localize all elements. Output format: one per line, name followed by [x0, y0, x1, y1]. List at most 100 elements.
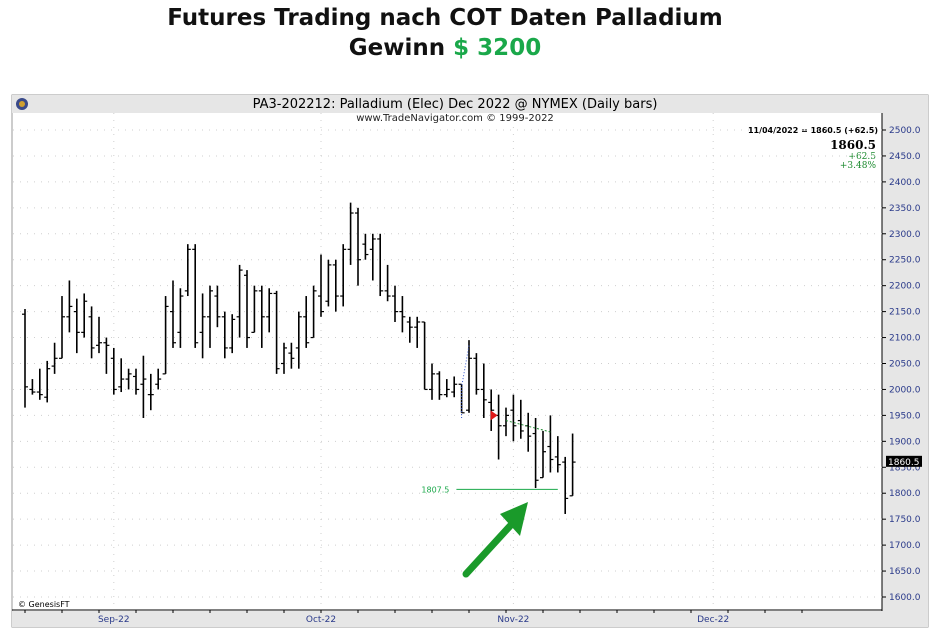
ohlc-bar — [221, 311, 228, 359]
ohlc-bar — [44, 360, 51, 403]
chart-title: PA3-202212: Palladium (Elec) Dec 2022 @ … — [253, 97, 658, 112]
y-tick-label: 1600.0 — [889, 593, 921, 603]
chart-frame — [11, 94, 929, 628]
y-tick-label: 2450.0 — [889, 152, 921, 162]
current-price-box — [886, 455, 922, 467]
price-change-pct: +3.48% — [840, 161, 877, 171]
y-tick-label: 2000.0 — [889, 385, 921, 395]
watermark: © GenesisFT — [18, 600, 70, 609]
ohlc-bar — [318, 254, 324, 317]
ohlc-bar — [421, 321, 428, 391]
x-tick-label: Oct-22 — [306, 615, 336, 625]
ohlc-bar — [466, 340, 472, 413]
ohlc-bar — [36, 368, 43, 400]
ohlc-bar — [22, 309, 28, 408]
ohlc-bar — [377, 233, 384, 297]
ohlc-bar — [473, 353, 480, 395]
ohlc-bar — [88, 306, 95, 359]
y-tick-label: 2400.0 — [889, 178, 921, 188]
ohlc-bar — [443, 379, 450, 398]
ohlc-bar — [51, 342, 58, 374]
ohlc-bar — [273, 290, 280, 374]
profit-label: Gewinn — [348, 35, 446, 61]
ohlc-bar — [399, 296, 406, 333]
ohlc-bar — [295, 311, 302, 369]
ohlc-bar — [369, 233, 376, 281]
ohlc-bar — [244, 270, 250, 348]
ohlc-bar — [325, 259, 332, 307]
ohlc-bar — [96, 316, 102, 354]
ohlc-bar — [170, 280, 176, 348]
ohlc-bar — [118, 358, 125, 393]
ohlc-bar — [110, 347, 117, 395]
ohlc-bar — [147, 373, 154, 411]
ohlc-bar — [29, 379, 36, 395]
x-tick-label: Sep-22 — [98, 615, 130, 625]
ohlc-bar — [177, 288, 184, 348]
current-price-label: 1860.5 — [888, 458, 920, 468]
ohlc-bar — [192, 244, 199, 348]
title-bar — [12, 95, 928, 113]
y-tick-label: 2150.0 — [889, 308, 921, 318]
y-tick-label: 1800.0 — [889, 489, 921, 499]
ohlc-bar — [569, 433, 576, 497]
x-axis-ticks: Sep-22 Oct-22 Nov-22 Dec-22 — [24, 610, 803, 625]
y-tick-label: 2100.0 — [889, 334, 921, 344]
ohlc-bar — [303, 296, 310, 348]
green-arrow-icon — [462, 502, 528, 578]
ohlc-bar — [81, 293, 88, 338]
headline-profit: Gewinn $ 3200 — [0, 35, 890, 61]
x-tick-label: Dec-22 — [697, 615, 729, 625]
ohlc-bar — [436, 371, 443, 400]
ohlc-bar — [540, 430, 546, 479]
ohlc-bar — [532, 417, 539, 489]
sell-marker-icon — [490, 410, 498, 421]
y-tick-label: 2050.0 — [889, 360, 921, 370]
ohlc-bar — [229, 314, 236, 354]
ohlc-bar — [140, 355, 147, 418]
price-change: +62.5 — [848, 152, 876, 162]
y-tick-label: 1850.0 — [889, 463, 921, 473]
y-tick-label: 2350.0 — [889, 204, 921, 214]
y-tick-label: 2300.0 — [889, 230, 921, 240]
ohlc-bar — [103, 337, 110, 374]
ohlc-bar — [288, 342, 295, 369]
chart-subtitle: www.TradeNavigator.com © 1999-2022 — [356, 113, 554, 124]
y-axis-ticks: 1600.0 1650.0 1700.0 1750.0 1800.0 1850.0 1900… — [882, 126, 921, 603]
ohlc-bars — [22, 202, 576, 514]
ohlc-bar — [59, 296, 65, 359]
ohlc-bar — [162, 296, 169, 375]
ohlc-bar — [392, 285, 398, 322]
ohlc-bar — [488, 389, 495, 431]
y-tick-label: 1750.0 — [889, 515, 921, 525]
ohlc-bar — [554, 436, 561, 473]
y-tick-label: 1950.0 — [889, 411, 921, 421]
ohlc-bar — [562, 456, 569, 514]
y-tick-label: 1700.0 — [889, 541, 921, 551]
headline-title: Futures Trading nach COT Daten Palladium — [167, 5, 723, 31]
ohlc-bar — [332, 259, 339, 312]
ohlc-bar — [199, 293, 206, 359]
y-tick-label: 2200.0 — [889, 282, 921, 292]
x-axis-bar — [12, 611, 928, 627]
ohlc-bar — [503, 407, 509, 437]
ohlc-bar — [184, 244, 191, 297]
ohlc-bar — [429, 363, 435, 400]
y-tick-label: 1650.0 — [889, 567, 921, 577]
ohlc-bar — [362, 233, 369, 260]
target-level-label: 1807.5 — [421, 485, 449, 494]
ohlc-bar — [125, 368, 132, 390]
ohlc-bar — [451, 376, 458, 398]
ohlc-bar — [266, 288, 273, 333]
ohlc-bar — [340, 244, 347, 307]
ohlc-bar — [66, 280, 73, 333]
ohlc-bar — [133, 368, 139, 395]
ohlc-bar — [406, 316, 413, 343]
info-line: 11/04/2022 = 1860.5 (+62.5) — [748, 126, 878, 135]
ohlc-bar — [347, 202, 354, 265]
ohlc-bar — [281, 342, 287, 374]
y-tick-label: 2250.0 — [889, 256, 921, 266]
ohlc-bar — [155, 368, 162, 390]
ohlc-bar — [73, 298, 80, 354]
